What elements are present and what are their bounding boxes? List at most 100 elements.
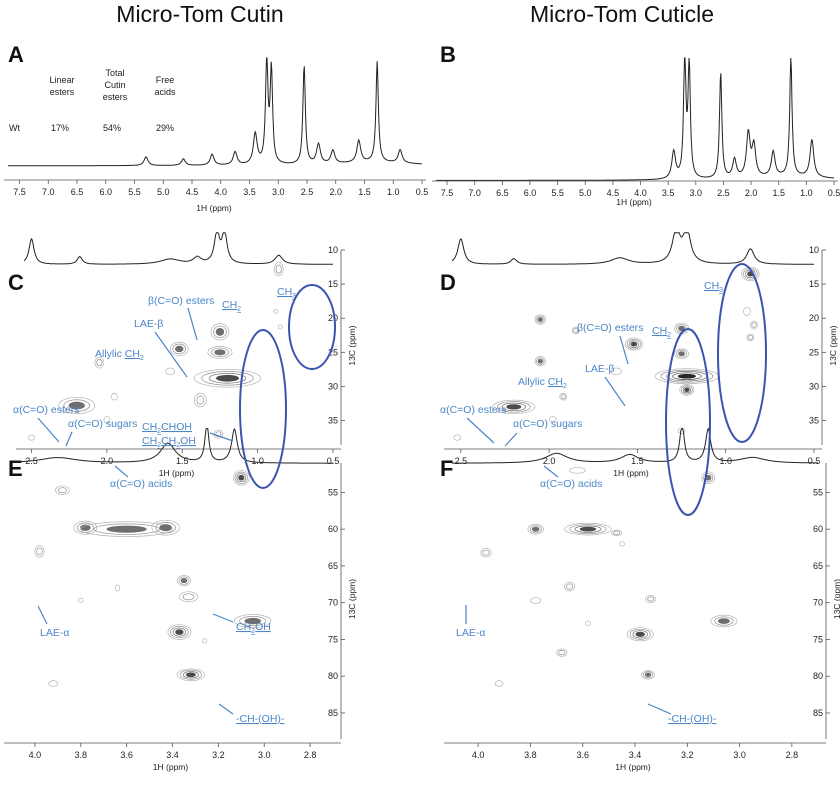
contour-ring (536, 357, 545, 365)
panel-f-annotations: LAE-α -CH-(OH)- (456, 605, 717, 725)
contour-peak (103, 416, 111, 424)
contour-ring (170, 626, 189, 639)
contour-ring (480, 547, 492, 558)
contour-peak (78, 597, 84, 604)
y-tick-label: 35 (809, 416, 819, 426)
ann-c-ch2ch2oh: CH2CH2OH (142, 435, 196, 449)
contour-ring (624, 337, 644, 351)
contour-ring (185, 672, 196, 678)
contour-peak (194, 392, 207, 408)
contour-ring (701, 471, 716, 484)
contour-peak (273, 261, 284, 277)
contour-peak (710, 614, 738, 628)
ann-e-lae-alpha: LAE-α (40, 627, 69, 639)
contour-ring (111, 392, 118, 401)
x-tick-label: 3.8 (75, 750, 88, 760)
contour-ring (494, 680, 504, 687)
ann-c-beta-esters: β(C=O) esters (148, 295, 214, 307)
x-tick-label: 1.5 (176, 456, 189, 466)
x-tick-label: 0.5 (416, 187, 429, 197)
x-tick-label: 0.5 (327, 456, 340, 466)
contour-ring (534, 314, 546, 325)
contour-peak (28, 434, 35, 441)
contour-ring (159, 524, 172, 532)
spectrum-line-a (8, 57, 422, 167)
arrow-d-lae-beta (604, 376, 626, 407)
contour-ring (682, 386, 692, 394)
contour-ring (611, 529, 623, 537)
arrow-d-alpha-acids (543, 465, 559, 478)
x-axis-label: 1H (ppm) (615, 762, 651, 772)
arrow-e-choh (218, 703, 234, 715)
contour-ring (560, 394, 566, 400)
contour-ring (180, 578, 188, 584)
ann-e-ch2oh: CH2OH (236, 621, 271, 635)
contour-ring (743, 306, 751, 316)
contour-ring (175, 345, 184, 353)
contour-peak (480, 547, 492, 558)
contour-ring (239, 616, 267, 627)
x-tick-label: 3.2 (681, 750, 694, 760)
contour-peak (277, 324, 283, 330)
ann-f-lae-alpha: LAE-α (456, 627, 485, 639)
right-column-title: Micro-Tom Cuticle (530, 1, 714, 27)
ann-d-alpha-acids: α(C=O) acids (540, 478, 602, 490)
x-tick-label: 0.5 (808, 456, 821, 466)
x-tick-label: 1.5 (772, 188, 785, 198)
contour-ring (710, 614, 738, 628)
contour-peak (176, 668, 205, 681)
contour-ring (80, 521, 173, 537)
contour-ring (232, 469, 250, 486)
contour-ring (558, 650, 566, 656)
x-tick-label: 2.8 (304, 750, 317, 760)
contour-peak (584, 620, 591, 626)
x-axis-label: 1H (ppm) (613, 468, 649, 478)
y-tick-label: 10 (328, 245, 338, 255)
x-tick-label: 5.0 (579, 188, 592, 198)
arrow-c-beta (187, 307, 198, 341)
contour-peak (701, 471, 716, 484)
arrow-c-lae-beta (154, 331, 188, 378)
contour-ring (48, 680, 59, 687)
contour-ring (236, 473, 247, 483)
contour-ring (564, 581, 576, 592)
x-tick-label: 4.5 (607, 188, 620, 198)
contour-ring (492, 399, 536, 415)
contour-ring (632, 630, 648, 639)
y-tick-label: 65 (328, 561, 338, 571)
contour-ring (643, 671, 654, 679)
x-tick-label: 3.0 (258, 750, 271, 760)
contour-ring (55, 485, 70, 495)
panel-letter-d: D (440, 270, 456, 295)
y-tick-label: 30 (809, 381, 819, 391)
arrow-f-choh (647, 703, 672, 715)
x-tick-label: 2.0 (745, 188, 758, 198)
contour-ring (194, 392, 207, 408)
contour-ring (645, 594, 657, 604)
contour-ring (714, 616, 734, 626)
contour-peak (193, 368, 262, 388)
contour-ring (569, 467, 586, 474)
contour-ring (244, 617, 262, 625)
x-tick-label: 6.0 (524, 188, 537, 198)
y-tick-label: 75 (813, 634, 823, 644)
contour-ring (684, 387, 690, 392)
y-tick-label: 20 (328, 313, 338, 323)
contour-peak (750, 320, 758, 330)
y-tick-label: 60 (813, 524, 823, 534)
contour-ring (96, 358, 103, 367)
contour-ring (531, 526, 540, 532)
contour-ring (176, 575, 192, 587)
contour-ring (681, 385, 693, 395)
contour-ring (717, 618, 730, 624)
x-tick-label: 1.0 (387, 187, 400, 197)
contour-ring (80, 524, 91, 531)
contour-ring (216, 374, 239, 382)
contour-ring (93, 523, 160, 535)
arrow-c-alpha-acids (114, 465, 129, 478)
x-tick-label: 3.0 (272, 187, 285, 197)
ann-c-allylic: Allylic CH2 (95, 348, 144, 362)
x-tick-label: 2.5 (717, 188, 730, 198)
contour-ring (208, 372, 247, 384)
